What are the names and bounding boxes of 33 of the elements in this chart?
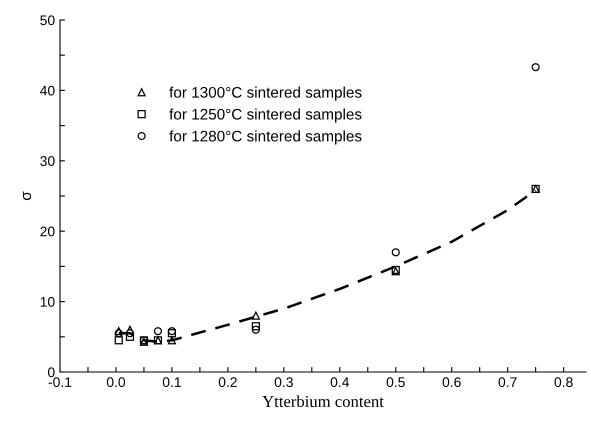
y-tick-label: 30 xyxy=(40,156,55,166)
y-tick-label: 40 xyxy=(40,86,55,96)
point xyxy=(252,322,260,330)
point xyxy=(252,312,260,320)
point xyxy=(126,332,134,341)
legend-label: for 1250°C sintered samples xyxy=(169,108,362,123)
legend-label: for 1280°C sintered samples xyxy=(169,130,362,145)
x-tick-label: -0.1 xyxy=(48,377,72,388)
x-tick-label: 0.7 xyxy=(498,377,517,388)
y-tick-label: 0 xyxy=(48,367,55,378)
x-tick-label: 0.0 xyxy=(106,377,126,388)
y-tick-label: 10 xyxy=(40,296,55,307)
y-tick-label: 50 xyxy=(40,15,55,26)
point xyxy=(154,327,162,336)
x-tick-label: 0.1 xyxy=(162,377,181,388)
point xyxy=(114,327,123,336)
x-tick-label: 0.3 xyxy=(274,377,293,388)
x-tick-label: 0.4 xyxy=(330,377,350,388)
legend-label: for 1300°C sintered samples xyxy=(169,86,362,101)
x-tick-label: 0.5 xyxy=(386,377,405,388)
x-axis-title: Ytterbium content xyxy=(262,395,384,408)
y-axis-title: σ xyxy=(22,192,32,200)
x-tick-label: 0.2 xyxy=(218,377,237,388)
x-tick-label: 0.6 xyxy=(442,377,461,388)
point xyxy=(392,248,400,256)
y-tick-label: 20 xyxy=(40,226,55,236)
point xyxy=(168,336,176,344)
x-tick-label: 0.8 xyxy=(554,377,573,388)
point xyxy=(252,326,260,334)
point xyxy=(532,63,540,72)
point xyxy=(114,336,123,344)
point xyxy=(168,329,176,338)
point xyxy=(168,327,176,336)
